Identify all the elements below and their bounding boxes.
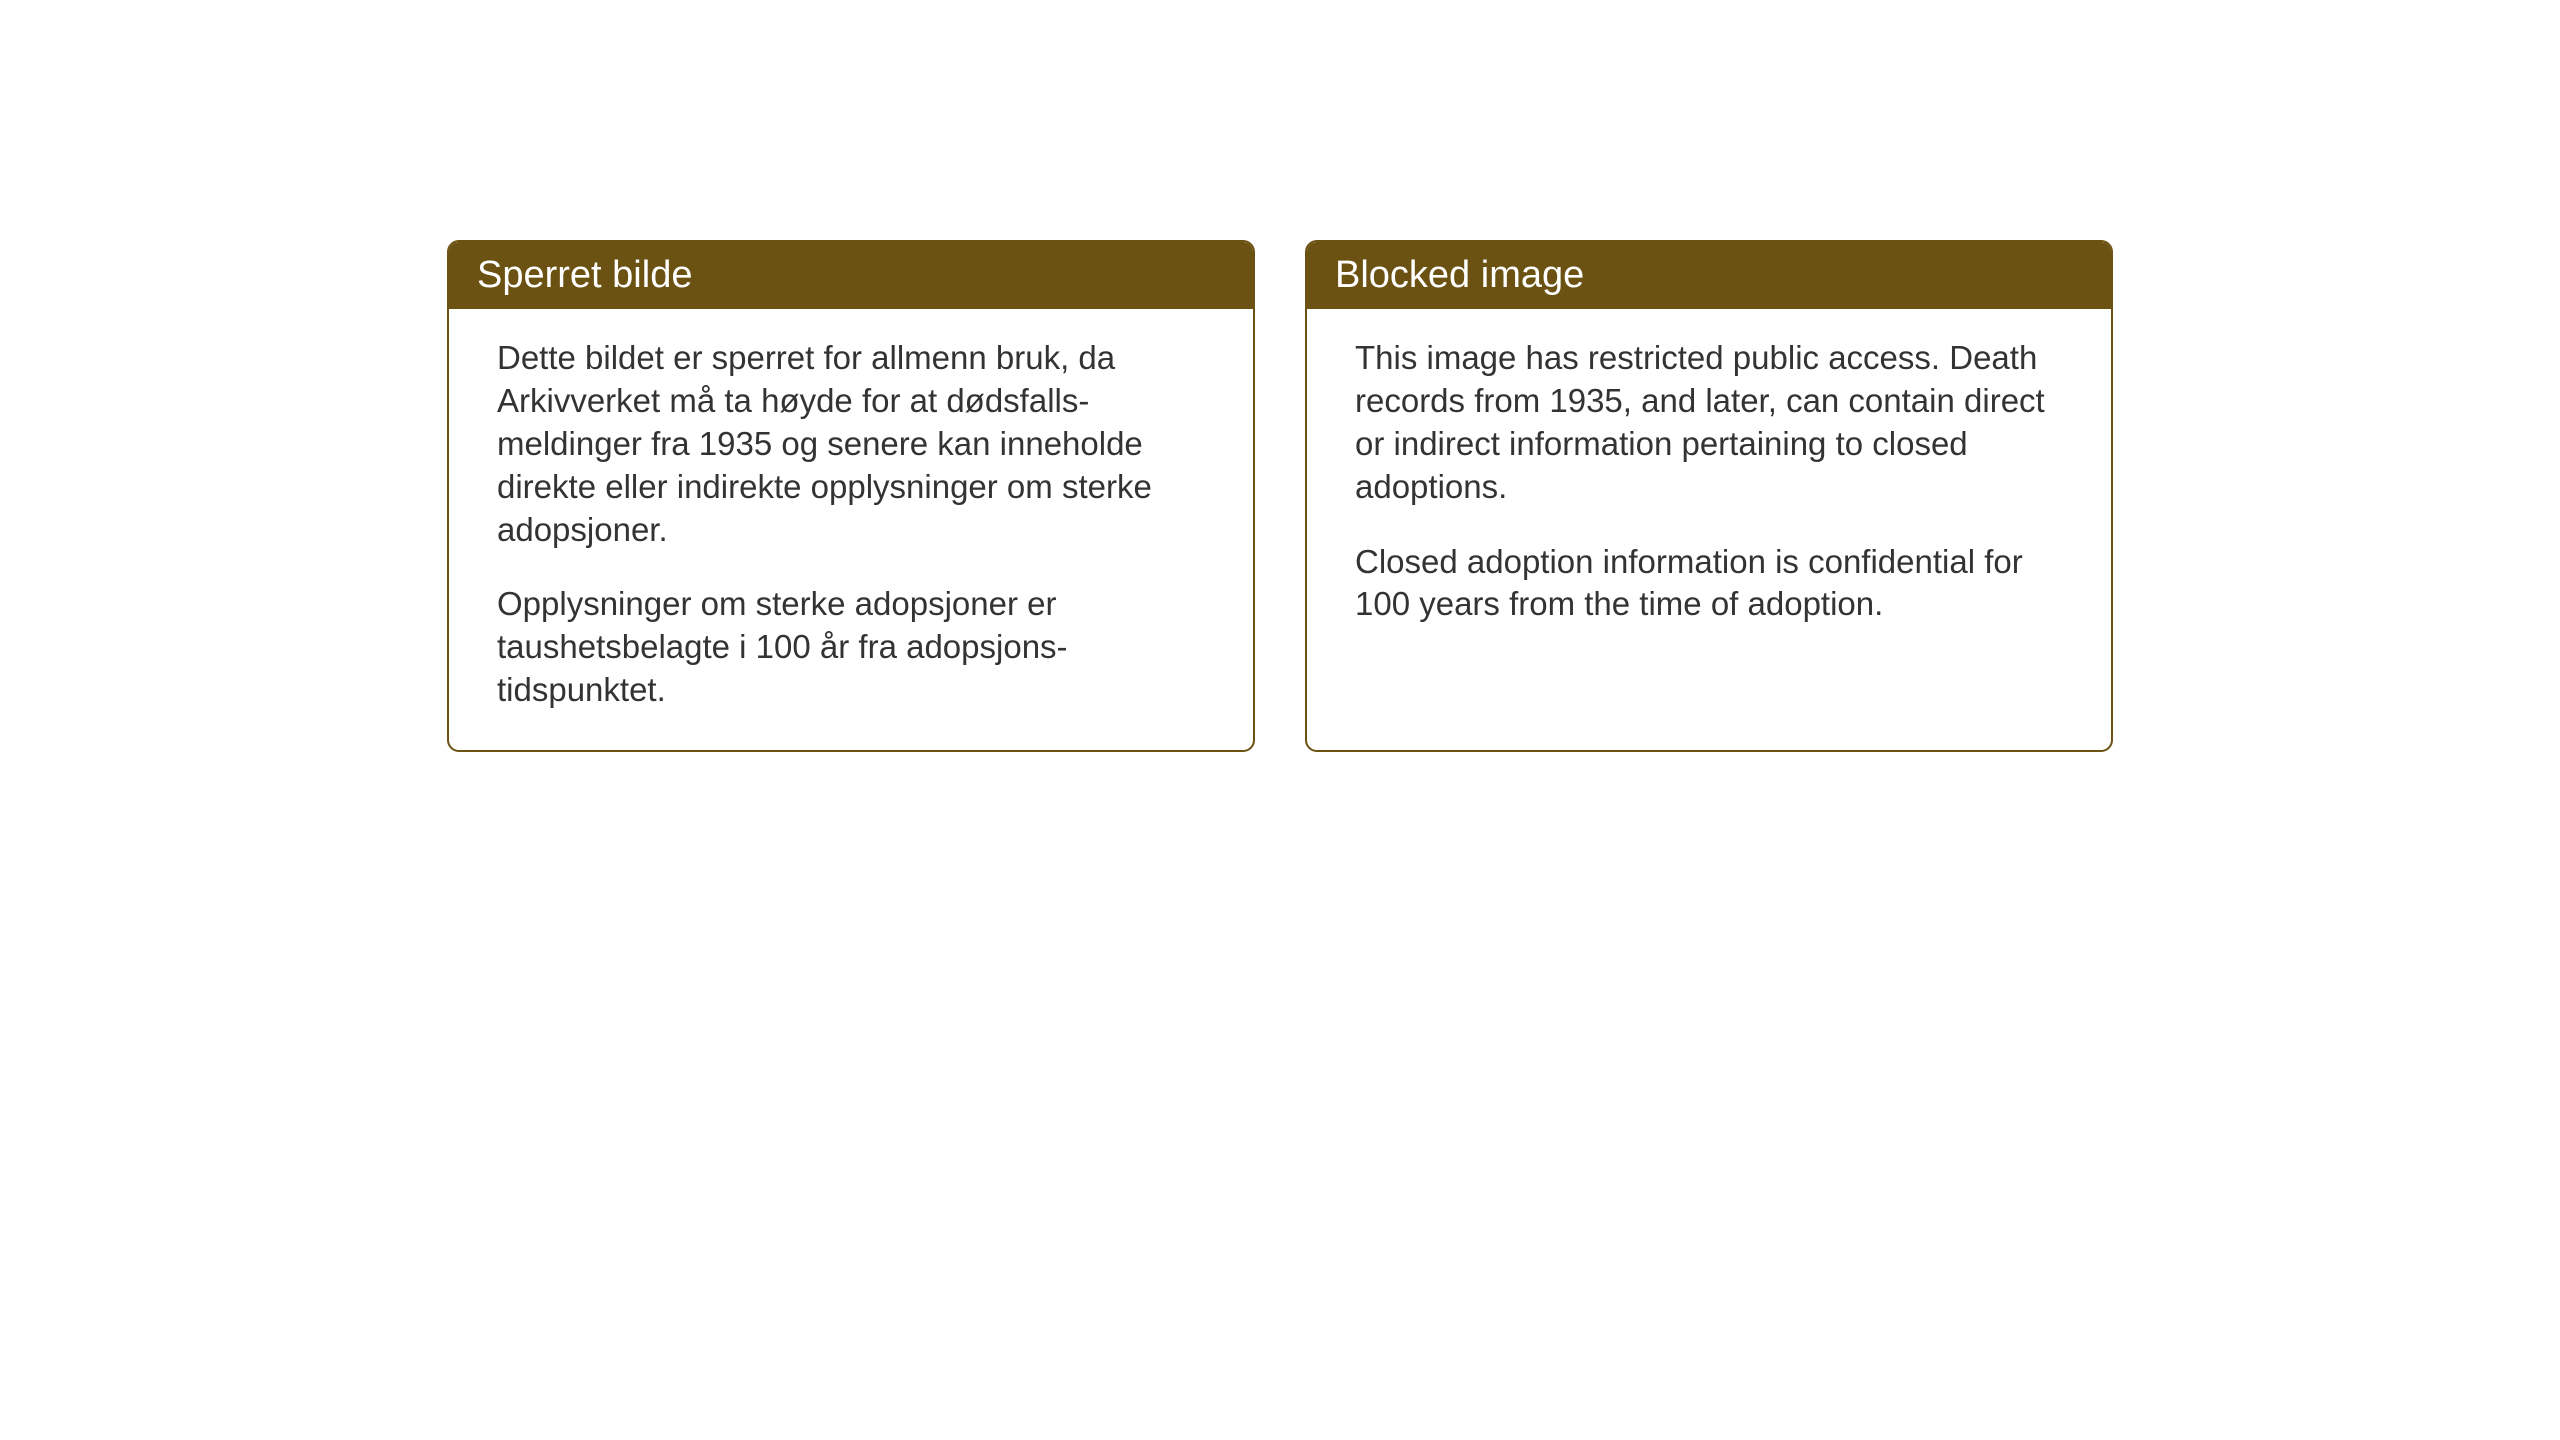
- card-paragraph-2-english: Closed adoption information is confident…: [1355, 541, 2063, 627]
- card-title-norwegian: Sperret bilde: [449, 242, 1253, 309]
- card-paragraph-1-norwegian: Dette bildet er sperret for allmenn bruk…: [497, 337, 1205, 551]
- card-english: Blocked image This image has restricted …: [1305, 240, 2113, 752]
- card-body-norwegian: Dette bildet er sperret for allmenn bruk…: [449, 309, 1253, 750]
- card-paragraph-2-norwegian: Opplysninger om sterke adopsjoner er tau…: [497, 583, 1205, 712]
- card-body-english: This image has restricted public access.…: [1307, 309, 2111, 664]
- cards-container: Sperret bilde Dette bildet er sperret fo…: [447, 240, 2560, 752]
- card-norwegian: Sperret bilde Dette bildet er sperret fo…: [447, 240, 1255, 752]
- card-paragraph-1-english: This image has restricted public access.…: [1355, 337, 2063, 509]
- card-title-english: Blocked image: [1307, 242, 2111, 309]
